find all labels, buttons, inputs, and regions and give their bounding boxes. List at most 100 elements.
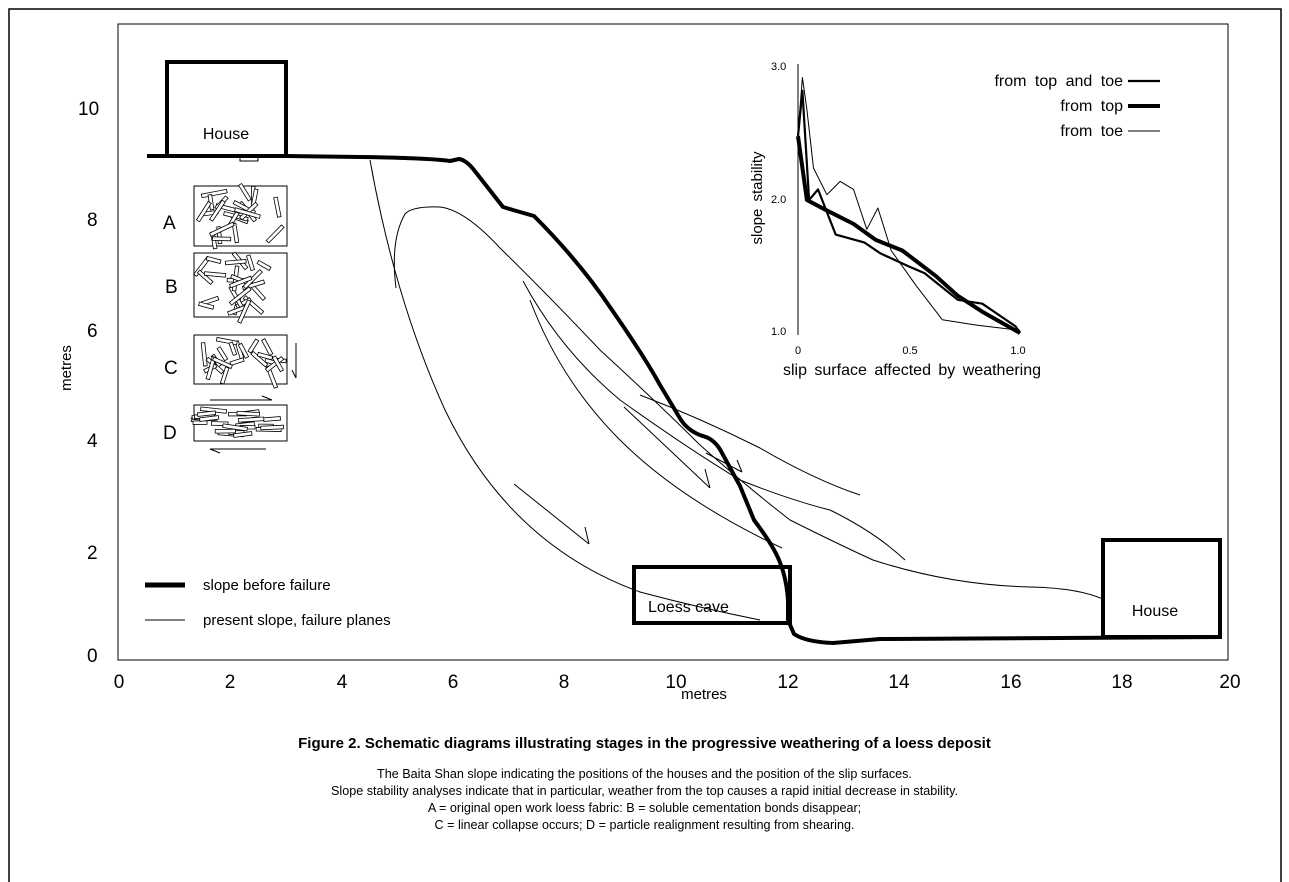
- fabric-label-c: C: [164, 358, 178, 379]
- fabric-particle: [198, 301, 215, 310]
- inset-legend-label-top-and-toe: from top and toe: [994, 73, 1123, 90]
- inset-legend-label-toe: from toe: [1060, 123, 1123, 140]
- fabric-particle: [264, 356, 285, 373]
- fabric-particle: [273, 196, 282, 218]
- fabric-particle: [237, 299, 252, 324]
- fabric-particle: [260, 424, 285, 431]
- fabric-particle: [224, 258, 247, 266]
- figure-caption-line-4: C = linear collapse occurs; D = particle…: [434, 818, 855, 832]
- loess-cave-label: Loess cave: [648, 599, 729, 616]
- fabric-particle: [228, 275, 253, 289]
- failure-plane-upper: [393, 206, 1106, 601]
- inset-legend: from top and toe from top from toe: [994, 73, 1160, 140]
- fabric-particle: [271, 355, 285, 373]
- x-axis-label: metres: [681, 686, 727, 703]
- fabric-particle: [211, 236, 232, 242]
- house-right-box: [1101, 538, 1222, 639]
- figure-caption-line-2: Slope stability analyses indicate that i…: [331, 784, 958, 798]
- fabric-particle: [209, 199, 226, 222]
- x-tick-14: 14: [888, 672, 910, 693]
- fabric-particle: [265, 365, 279, 389]
- fabric-particle: [231, 222, 240, 244]
- shear-arrow-1: [513, 483, 590, 545]
- fabric-particle: [229, 357, 245, 366]
- inset-x-tick-05: 0.5: [902, 345, 917, 357]
- x-tick-labels: 0 2 4 6 8 10 12 14 16 18 20: [114, 672, 1241, 693]
- shear-arrow-c: [291, 343, 297, 379]
- fabric-diagrams: A B C D: [163, 182, 297, 454]
- fabric-particle: [247, 338, 260, 354]
- fabric-particle: [261, 338, 274, 356]
- inset-x-tick-0: 0: [795, 345, 801, 357]
- x-tick-0: 0: [114, 672, 125, 693]
- fabric-particle: [265, 224, 285, 244]
- y-tick-10: 10: [78, 99, 99, 120]
- fabric-particle: [228, 341, 238, 356]
- fabric-particle: [199, 415, 220, 422]
- fabric-particle: [216, 346, 229, 362]
- y-tick-labels: 0 2 4 6 8 10: [78, 99, 99, 667]
- x-tick-6: 6: [448, 672, 459, 693]
- inset-y-tick-30: 3.0: [771, 61, 786, 73]
- x-tick-8: 8: [559, 672, 570, 693]
- fabric-particle: [228, 286, 252, 306]
- x-tick-12: 12: [777, 672, 798, 693]
- fabric-particle: [203, 271, 227, 278]
- inset-y-tick-10: 1.0: [771, 326, 786, 338]
- y-axis-label: metres: [58, 345, 75, 391]
- failure-plane-lower: [639, 394, 861, 496]
- failure-plane-middle: [522, 280, 906, 561]
- x-tick-20: 20: [1219, 672, 1240, 693]
- fabric-particle: [209, 221, 235, 237]
- legend-thin-label: present slope, failure planes: [203, 612, 391, 629]
- y-tick-4: 4: [87, 431, 98, 452]
- x-tick-4: 4: [337, 672, 348, 693]
- inset-chart-background: [770, 60, 1222, 382]
- fabric-particle: [195, 200, 212, 223]
- inset-y-tick-20: 2.0: [771, 194, 786, 206]
- shear-arrow-d-bottom: [209, 448, 266, 454]
- fabric-particle: [246, 254, 256, 272]
- fabric-label-a: A: [163, 213, 176, 234]
- figure-caption-title: Figure 2. Schematic diagrams illustratin…: [298, 735, 991, 752]
- figure-caption-line-1: The Baita Shan slope indicating the posi…: [377, 767, 912, 781]
- fabric-particle: [196, 269, 214, 285]
- fabric-particles-d: [190, 406, 285, 438]
- fabric-particle: [250, 350, 269, 368]
- failure-plane-outer: [369, 159, 761, 621]
- failure-planes: [369, 159, 1106, 621]
- small-ledge-mark: [239, 156, 259, 162]
- x-tick-18: 18: [1111, 672, 1132, 693]
- inset-chart: 3.0 2.0 1.0 0 0.5 1.0 slip surface affec…: [749, 60, 1222, 382]
- legend-thick-label: slope before failure: [203, 577, 331, 594]
- fabric-particle: [234, 207, 261, 219]
- fabric-particles-a: [195, 182, 285, 250]
- fabric-particle: [233, 431, 253, 438]
- x-tick-16: 16: [1000, 672, 1021, 693]
- y-tick-8: 8: [87, 210, 98, 231]
- y-tick-6: 6: [87, 321, 98, 342]
- fabric-particles-b: [193, 251, 272, 324]
- y-tick-2: 2: [87, 543, 98, 564]
- inset-x-axis-label: slip surface affected by weathering: [783, 362, 1041, 379]
- fabric-label-b: B: [165, 277, 178, 298]
- slope-before-failure-line: [147, 154, 1223, 645]
- fabric-particle: [256, 259, 272, 271]
- fabric-label-d: D: [163, 423, 177, 444]
- fabric-particle: [211, 356, 233, 370]
- x-tick-2: 2: [225, 672, 236, 693]
- failure-plane-inner: [529, 299, 783, 549]
- fabric-particle: [262, 416, 281, 422]
- fabric-particle: [238, 182, 252, 202]
- fabric-particle: [197, 410, 217, 417]
- fabric-particle: [236, 410, 261, 417]
- inset-y-axis-label: slope stability: [749, 151, 766, 245]
- y-tick-0: 0: [87, 646, 98, 667]
- loess-cave-box: [632, 565, 792, 625]
- x-tick-10: 10: [665, 672, 686, 693]
- main-cross-section: 0 2 4 6 8 10 metres 0 2 4 6 8 10 12 14 1…: [58, 60, 1241, 703]
- fabric-particle: [237, 416, 265, 423]
- inset-series-line-from-top: [796, 135, 1021, 335]
- plot-area-border: [117, 23, 1229, 661]
